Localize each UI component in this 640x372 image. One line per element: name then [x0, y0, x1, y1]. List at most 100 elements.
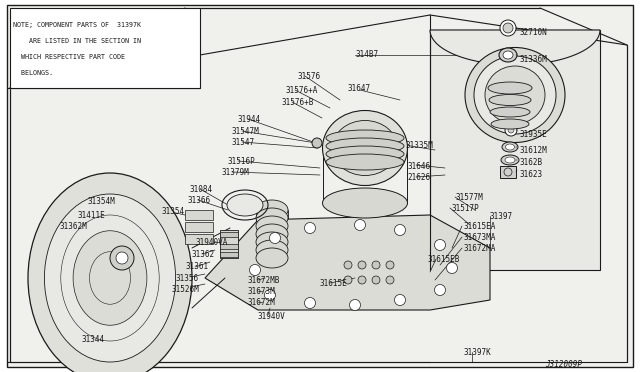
Circle shape	[372, 261, 380, 269]
Ellipse shape	[73, 231, 147, 325]
Text: 31673MA: 31673MA	[464, 233, 497, 242]
Circle shape	[358, 261, 366, 269]
Circle shape	[264, 289, 275, 301]
Circle shape	[386, 261, 394, 269]
Ellipse shape	[501, 155, 519, 165]
Ellipse shape	[323, 188, 408, 218]
Ellipse shape	[491, 119, 529, 129]
Text: 31336M: 31336M	[520, 55, 548, 64]
Bar	[500, 166, 516, 178]
Text: J312009P: J312009P	[545, 360, 582, 369]
Ellipse shape	[465, 48, 565, 142]
Text: 31547M: 31547M	[232, 127, 260, 136]
Ellipse shape	[256, 200, 288, 220]
Circle shape	[503, 23, 513, 33]
Text: 31672MA: 31672MA	[464, 244, 497, 253]
Circle shape	[435, 240, 445, 250]
Text: ARE LISTED IN THE SECTION IN: ARE LISTED IN THE SECTION IN	[13, 38, 141, 44]
Text: 31940VA: 31940VA	[196, 238, 228, 247]
Text: 31576: 31576	[298, 72, 321, 81]
Ellipse shape	[326, 138, 404, 154]
Circle shape	[305, 222, 316, 234]
Circle shape	[508, 127, 514, 133]
Ellipse shape	[489, 94, 531, 106]
Text: 31940V: 31940V	[258, 312, 285, 321]
Ellipse shape	[490, 107, 530, 117]
Ellipse shape	[256, 224, 288, 244]
Ellipse shape	[256, 216, 288, 236]
Ellipse shape	[333, 121, 397, 176]
Circle shape	[394, 224, 406, 235]
Circle shape	[500, 20, 516, 36]
Polygon shape	[10, 8, 200, 88]
Circle shape	[344, 261, 352, 269]
Ellipse shape	[506, 144, 515, 150]
Bar	[185, 234, 213, 244]
Circle shape	[372, 276, 380, 284]
Circle shape	[504, 168, 512, 176]
Text: 31672MB: 31672MB	[248, 276, 280, 285]
Text: 31344: 31344	[82, 335, 105, 344]
Ellipse shape	[502, 142, 518, 152]
Bar	[220, 244, 238, 249]
Bar	[220, 252, 238, 257]
Polygon shape	[430, 30, 600, 270]
Text: 32710N: 32710N	[520, 28, 548, 37]
Ellipse shape	[505, 157, 515, 163]
Ellipse shape	[499, 48, 517, 62]
Ellipse shape	[256, 208, 288, 228]
Text: 31646: 31646	[407, 162, 430, 171]
Circle shape	[349, 299, 360, 311]
Ellipse shape	[256, 240, 288, 260]
Circle shape	[386, 276, 394, 284]
Bar	[220, 230, 238, 258]
Text: NOTE; COMPONENT PARTS OF  31397K: NOTE; COMPONENT PARTS OF 31397K	[13, 22, 141, 28]
Ellipse shape	[326, 146, 404, 162]
Circle shape	[447, 263, 458, 273]
Text: 31361: 31361	[185, 262, 208, 271]
Text: 31935E: 31935E	[520, 130, 548, 139]
Circle shape	[110, 246, 134, 270]
Text: 31356: 31356	[176, 274, 199, 283]
Ellipse shape	[488, 82, 532, 94]
Text: 31516P: 31516P	[227, 157, 255, 166]
Circle shape	[116, 252, 128, 264]
Circle shape	[250, 264, 260, 276]
Bar	[185, 222, 213, 232]
Text: 31612M: 31612M	[520, 146, 548, 155]
Text: 31647: 31647	[348, 84, 371, 93]
Text: 31379M: 31379M	[222, 168, 250, 177]
Text: 31411E: 31411E	[78, 211, 106, 220]
Ellipse shape	[503, 51, 513, 59]
Ellipse shape	[256, 232, 288, 252]
Circle shape	[394, 295, 406, 305]
Bar	[185, 210, 213, 220]
Ellipse shape	[227, 194, 263, 216]
Text: 31623: 31623	[520, 170, 543, 179]
Ellipse shape	[474, 56, 556, 134]
Text: 3162B: 3162B	[520, 158, 543, 167]
Text: 314B7: 314B7	[355, 50, 378, 59]
Circle shape	[355, 219, 365, 231]
Polygon shape	[205, 215, 490, 310]
Polygon shape	[7, 5, 633, 367]
Text: 31397: 31397	[490, 212, 513, 221]
Text: 31354: 31354	[162, 207, 185, 216]
Text: 31362M: 31362M	[60, 222, 88, 231]
Text: WHICH RESPECTIVE PART CODE: WHICH RESPECTIVE PART CODE	[13, 54, 125, 60]
Text: 31362: 31362	[192, 250, 215, 259]
Polygon shape	[430, 30, 600, 65]
Text: 31517P: 31517P	[451, 204, 479, 213]
Ellipse shape	[28, 173, 192, 372]
Text: 31526M: 31526M	[172, 285, 200, 294]
Circle shape	[312, 138, 322, 148]
Text: 31672M: 31672M	[248, 298, 276, 307]
Ellipse shape	[326, 130, 404, 146]
Text: 21626: 21626	[407, 173, 430, 182]
Text: 31576+B: 31576+B	[281, 98, 314, 107]
Text: 31335M: 31335M	[405, 141, 433, 150]
Ellipse shape	[485, 66, 545, 124]
Ellipse shape	[326, 154, 404, 170]
Circle shape	[305, 298, 316, 308]
Text: 31576+A: 31576+A	[285, 86, 317, 95]
